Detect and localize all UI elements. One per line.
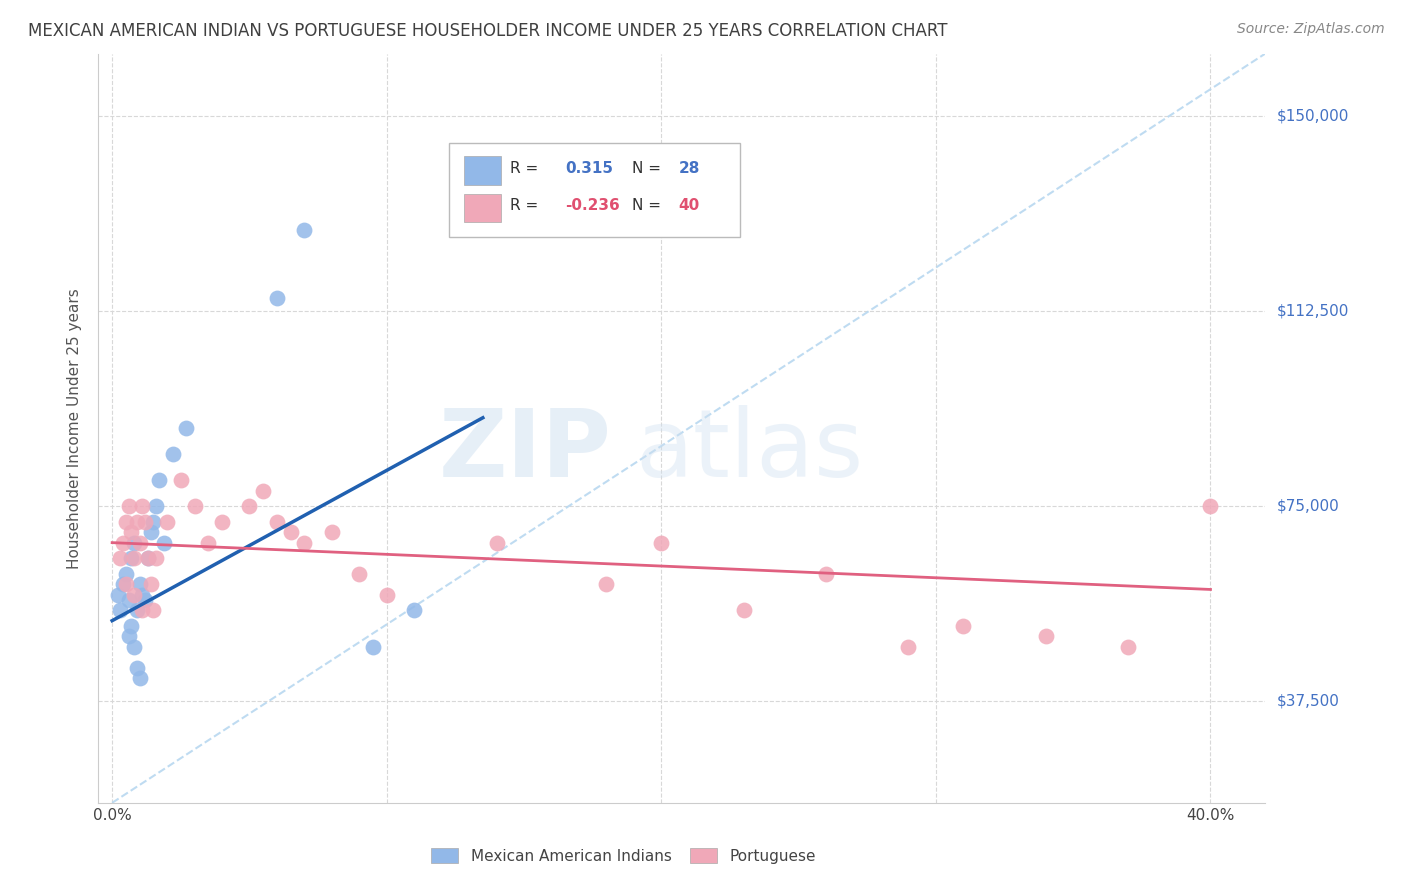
Point (122, 588, 145, 602)
FancyBboxPatch shape (449, 144, 741, 237)
Y-axis label: Householder Income Under 25 years: Householder Income Under 25 years (67, 288, 83, 568)
Point (134, 515, 156, 529)
Point (145, 500, 167, 514)
Point (122, 535, 145, 549)
FancyBboxPatch shape (464, 194, 501, 222)
Point (139, 577, 162, 591)
Point (292, 535, 315, 549)
Point (139, 525, 162, 540)
Text: $37,500: $37,500 (1277, 694, 1340, 709)
Point (952, 619, 974, 633)
Point (349, 566, 371, 581)
Point (136, 551, 159, 566)
Point (170, 473, 193, 487)
Point (321, 525, 343, 540)
Point (117, 629, 139, 643)
Point (115, 515, 138, 529)
Point (128, 535, 150, 549)
Point (897, 640, 920, 654)
Point (131, 588, 153, 602)
Point (595, 577, 617, 591)
Point (183, 500, 205, 514)
Text: MEXICAN AMERICAN INDIAN VS PORTUGUESE HOUSEHOLDER INCOME UNDER 25 YEARS CORRELAT: MEXICAN AMERICAN INDIAN VS PORTUGUESE HO… (28, 22, 948, 40)
Point (117, 593, 139, 607)
Point (1035, 629, 1057, 643)
Point (145, 551, 167, 566)
Text: Source: ZipAtlas.com: Source: ZipAtlas.com (1237, 22, 1385, 37)
Point (292, 223, 315, 237)
Text: 0.315: 0.315 (565, 161, 613, 176)
Point (156, 515, 179, 529)
Point (142, 515, 165, 529)
Point (162, 447, 184, 461)
Point (252, 483, 274, 498)
Point (120, 551, 142, 566)
Text: -0.236: -0.236 (565, 198, 620, 213)
Point (211, 515, 233, 529)
Point (120, 525, 142, 540)
Point (1199, 500, 1222, 514)
Point (485, 535, 508, 549)
Point (174, 421, 197, 435)
Text: $150,000: $150,000 (1277, 109, 1348, 123)
Point (131, 603, 153, 617)
Point (112, 577, 135, 591)
Point (115, 577, 138, 591)
Point (361, 640, 384, 654)
Point (115, 566, 138, 581)
Point (128, 671, 150, 685)
Point (117, 500, 139, 514)
Point (125, 515, 148, 529)
Point (197, 535, 219, 549)
Text: atlas: atlas (636, 405, 863, 497)
Point (110, 603, 132, 617)
Point (375, 588, 398, 602)
Text: N =: N = (631, 161, 661, 176)
Point (280, 525, 302, 540)
FancyBboxPatch shape (464, 156, 501, 185)
Text: 28: 28 (679, 161, 700, 176)
Point (125, 603, 148, 617)
Text: $112,500: $112,500 (1277, 303, 1348, 318)
Legend: Mexican American Indians, Portuguese: Mexican American Indians, Portuguese (425, 842, 823, 870)
Point (128, 577, 150, 591)
Point (1116, 640, 1139, 654)
Point (110, 551, 132, 566)
Point (131, 500, 153, 514)
Point (733, 603, 755, 617)
Text: R =: R = (510, 161, 538, 176)
Point (122, 551, 145, 566)
Point (815, 566, 838, 581)
Point (266, 515, 288, 529)
Point (122, 640, 145, 654)
Point (153, 535, 176, 549)
Point (107, 588, 129, 602)
Text: R =: R = (510, 198, 538, 213)
Text: ZIP: ZIP (439, 405, 612, 497)
Point (650, 535, 672, 549)
Point (120, 619, 142, 633)
Point (404, 603, 426, 617)
Point (112, 535, 135, 549)
Point (266, 291, 288, 305)
Text: 40: 40 (679, 198, 700, 213)
Point (238, 500, 260, 514)
Point (142, 603, 165, 617)
Text: N =: N = (631, 198, 661, 213)
Point (125, 660, 148, 674)
Point (136, 551, 159, 566)
Point (148, 473, 170, 487)
Point (134, 593, 156, 607)
Text: $75,000: $75,000 (1277, 499, 1340, 514)
